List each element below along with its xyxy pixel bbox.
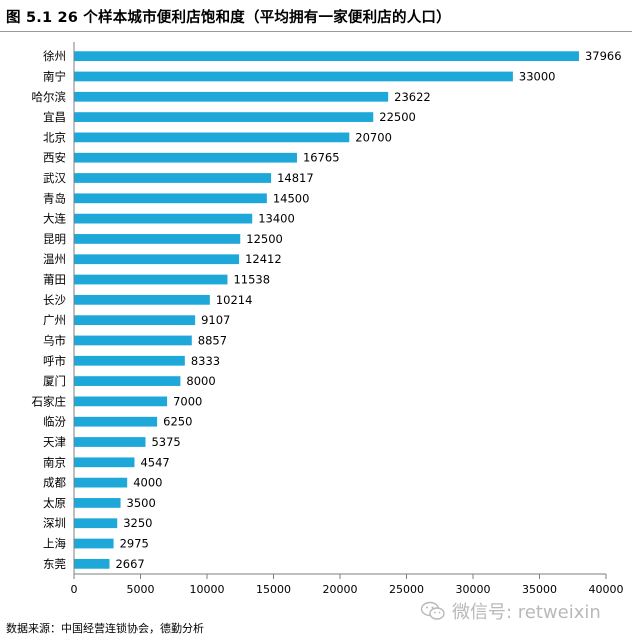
category-label: 武汉: [43, 171, 66, 185]
data-label: 6250: [163, 415, 192, 429]
source-note: 数据来源：中国经营连锁协会，德勤分析: [6, 622, 204, 635]
category-label: 乌市: [43, 333, 66, 347]
category-label: 上海: [43, 537, 66, 551]
bar: [74, 254, 240, 265]
bar: [74, 437, 146, 447]
bar: [74, 51, 579, 62]
data-label: 2975: [120, 537, 149, 551]
category-label: 临汾: [43, 415, 66, 429]
data-label: 7000: [173, 394, 202, 408]
data-label: 12500: [246, 232, 283, 246]
bar: [74, 396, 168, 407]
x-tick-label: 25000: [389, 583, 424, 596]
bar: [74, 213, 253, 224]
category-label: 南京: [43, 455, 66, 469]
x-tick-label: 35000: [522, 583, 557, 596]
bar: [74, 518, 118, 529]
data-label: 16765: [303, 151, 340, 165]
category-label: 青岛: [43, 191, 66, 205]
data-label: 10214: [216, 293, 253, 307]
bar: [74, 416, 158, 427]
data-label: 33000: [519, 69, 556, 83]
data-label: 2667: [115, 557, 144, 571]
x-tick-label: 0: [71, 583, 78, 596]
category-label: 成都: [43, 476, 66, 490]
bar: [74, 274, 228, 285]
bar: [74, 234, 241, 244]
category-label: 呼市: [43, 354, 66, 368]
category-label: 大连: [43, 212, 66, 226]
data-label: 8857: [198, 333, 227, 347]
watermark-text: 微信号: retweixin: [452, 602, 601, 623]
bar: [74, 294, 210, 305]
category-label: 石家庄: [32, 394, 67, 408]
data-label: 22500: [379, 110, 416, 124]
data-label: 11538: [233, 273, 270, 287]
data-label: 13400: [258, 212, 295, 226]
bar: [74, 558, 110, 569]
wechat-watermark: 微信号: retweixin: [420, 598, 601, 624]
x-tick-label: 20000: [323, 583, 358, 596]
category-label: 南宁: [43, 69, 66, 83]
category-label: 徐州: [43, 49, 66, 63]
bar: [74, 193, 267, 204]
bar: [74, 538, 114, 549]
bar: [74, 335, 192, 346]
data-label: 9107: [201, 313, 230, 327]
category-label: 厦门: [43, 374, 66, 388]
bar: [74, 173, 272, 183]
data-label: 20700: [355, 130, 392, 144]
category-label: 太原: [43, 496, 66, 510]
bar: [74, 315, 196, 326]
bar: [74, 112, 374, 122]
wechat-icon: [420, 601, 445, 620]
bar: [74, 152, 297, 163]
bar: [74, 498, 121, 508]
category-label: 天津: [43, 435, 66, 449]
bar: [74, 376, 181, 386]
data-label: 4547: [140, 455, 169, 469]
category-label: 东莞: [43, 557, 66, 571]
bar: [74, 355, 185, 366]
x-tick-label: 10000: [190, 583, 225, 596]
data-label: 23622: [394, 90, 431, 104]
category-label: 北京: [43, 130, 66, 144]
data-label: 37966: [585, 49, 622, 63]
bar: [74, 91, 389, 102]
bar: [74, 477, 128, 488]
bar: [74, 457, 135, 468]
title-divider: [0, 31, 632, 32]
bar: [74, 71, 513, 82]
category-label: 昆明: [43, 232, 66, 246]
x-tick-label: 5000: [127, 583, 155, 596]
category-label: 深圳: [43, 516, 66, 530]
x-tick-label: 30000: [456, 583, 491, 596]
category-label: 长沙: [43, 293, 66, 307]
category-label: 广州: [43, 313, 66, 327]
data-label: 14817: [277, 171, 314, 185]
data-label: 4000: [133, 476, 162, 490]
data-label: 8333: [191, 354, 220, 368]
category-label: 莆田: [43, 273, 66, 287]
data-label: 5375: [151, 435, 180, 449]
data-label: 3250: [123, 516, 152, 530]
category-label: 温州: [43, 252, 66, 266]
chart-title: 图 5.1 26 个样本城市便利店饱和度（平均拥有一家便利店的人口）: [6, 10, 451, 26]
x-tick-label: 15000: [256, 583, 291, 596]
category-label: 哈尔滨: [32, 90, 67, 104]
category-label: 宜昌: [43, 110, 66, 124]
x-tick-label: 40000: [589, 583, 624, 596]
data-label: 14500: [273, 191, 310, 205]
data-label: 12412: [245, 252, 282, 266]
data-label: 3500: [127, 496, 156, 510]
category-label: 西安: [43, 151, 66, 165]
data-label: 8000: [186, 374, 215, 388]
bar: [74, 132, 350, 143]
bar-chart: 徐州 37966 南宁 33000 哈尔滨 23622 宜昌 22500 北京 20700 西安 16…: [32, 42, 624, 596]
